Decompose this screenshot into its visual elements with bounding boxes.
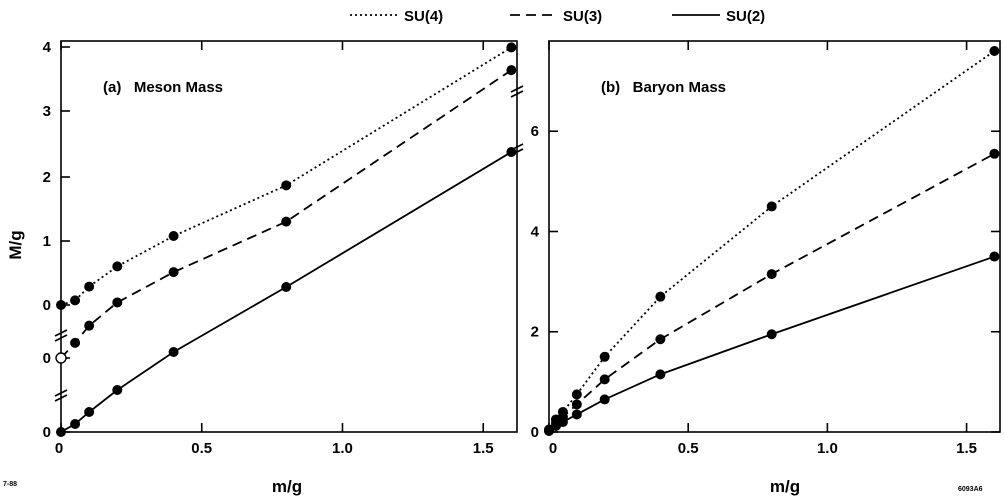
panel-a-y-axis-label: M/g: [6, 230, 25, 259]
panel-a-x-ticks: 0 0.5 1.0 1.5: [55, 41, 494, 457]
data-point-su3: [168, 267, 179, 278]
panel-b-series: [544, 46, 1000, 436]
data-point-su3: [281, 216, 292, 227]
panel-b-x-tick-label: 0: [549, 440, 557, 457]
data-point-su4: [56, 300, 66, 310]
data-point-su3: [112, 297, 123, 308]
panel-a-y-ticks: 0 0 0 1 2 3 4: [43, 39, 70, 441]
legend-label-su4: SU(4): [404, 8, 443, 25]
data-point-su3: [766, 269, 777, 280]
data-point-su2: [989, 251, 1000, 262]
legend: SU(4) SU(3) SU(2): [350, 8, 765, 25]
panel-a-y-tick-label: 0: [43, 350, 51, 367]
data-point-su3: [70, 337, 81, 348]
data-point-su4: [599, 351, 610, 362]
panel-b-y-tick-label: 2: [531, 324, 539, 341]
panel-a-y-tick-label: 1: [43, 233, 51, 250]
axis-break-mark: [510, 85, 524, 98]
panel-b-x-tick-label: 1.0: [817, 440, 838, 457]
panel-a-y-tick-label: 2: [43, 169, 51, 186]
data-point-su4: [571, 389, 582, 400]
panel-b-y-tick-label: 4: [531, 223, 540, 240]
data-point-su2: [544, 425, 554, 436]
data-point-su4: [168, 231, 179, 241]
panel-b-y-ticks: 0 2 4 6: [531, 123, 1000, 441]
data-point-su3: [989, 148, 1000, 159]
data-point-su2: [557, 416, 568, 427]
data-point-su3: [84, 320, 95, 331]
data-point-su2: [571, 409, 582, 420]
data-point-su3: [55, 352, 67, 364]
data-point-su4: [281, 180, 292, 191]
legend-label-su2: SU(2): [726, 8, 765, 25]
panel-b-title: (b) Baryon Mass: [601, 79, 726, 96]
data-point-su3: [599, 374, 610, 385]
panel-b-x-axis-label: m/g: [770, 477, 800, 496]
panel-a-x-tick-label: 0: [55, 440, 63, 457]
panel-a-axis-breaks: [54, 85, 524, 402]
data-point-su4: [655, 291, 666, 302]
data-point-su4: [506, 42, 517, 53]
data-point-su2: [168, 347, 179, 357]
panel-a-y-tick-label: 0: [43, 297, 51, 314]
series-line-su3: [60, 69, 512, 359]
panel-a-x-tick-label: 1.5: [473, 440, 494, 457]
data-point-su2: [56, 427, 66, 437]
data-point-su2: [506, 147, 517, 157]
baryon-mass-panel: (b) Baryon Mass m/g 0 2 4 6 0 0.5 1.0 1.5: [531, 40, 1001, 496]
axis-break-mark: [54, 389, 68, 402]
footer-left-mark: 7-88: [3, 481, 17, 488]
series-line-su2: [548, 255, 995, 432]
panel-b-x-tick-label: 0.5: [678, 440, 699, 457]
data-point-su2: [84, 407, 95, 417]
panel-a-x-axis-label: m/g: [272, 477, 302, 496]
panel-a-x-tick-label: 0.5: [191, 440, 212, 457]
data-point-su3: [655, 334, 666, 345]
data-point-su2: [112, 385, 123, 395]
panel-a-y-tick-label: 0: [43, 424, 51, 441]
data-point-su4: [84, 281, 95, 292]
data-point-su3: [506, 65, 517, 76]
panel-a-title: (a) Meson Mass: [103, 79, 223, 96]
data-point-su3: [571, 399, 582, 410]
panel-b-x-ticks: 0 0.5 1.0 1.5: [548, 41, 977, 457]
panel-a-x-tick-label: 1.0: [332, 440, 353, 457]
data-point-su2: [766, 329, 777, 340]
footer-right-mark: 6093A6: [958, 486, 983, 493]
panel-a-series: [55, 42, 517, 437]
panel-b-y-tick-label: 0: [531, 424, 539, 441]
data-point-su2: [655, 369, 666, 380]
series-line-su3: [548, 152, 995, 432]
data-point-su4: [989, 46, 1000, 57]
panel-a-y-tick-label: 3: [43, 103, 51, 120]
data-point-su2: [70, 419, 81, 429]
legend-label-su3: SU(3): [563, 8, 602, 25]
panel-b-frame: [548, 40, 1001, 433]
data-point-su2: [599, 394, 610, 405]
panel-a-y-tick-label: 4: [43, 39, 52, 56]
data-point-su4: [70, 295, 81, 306]
data-point-su2: [281, 282, 292, 292]
series-line-su4: [548, 50, 995, 431]
axis-break-mark: [54, 329, 68, 342]
panel-b-y-tick-label: 6: [531, 123, 539, 140]
data-point-su4: [112, 261, 123, 272]
panel-b-x-tick-label: 1.5: [956, 440, 977, 457]
panel-a-frame: [60, 40, 518, 433]
data-point-su4: [766, 201, 777, 212]
